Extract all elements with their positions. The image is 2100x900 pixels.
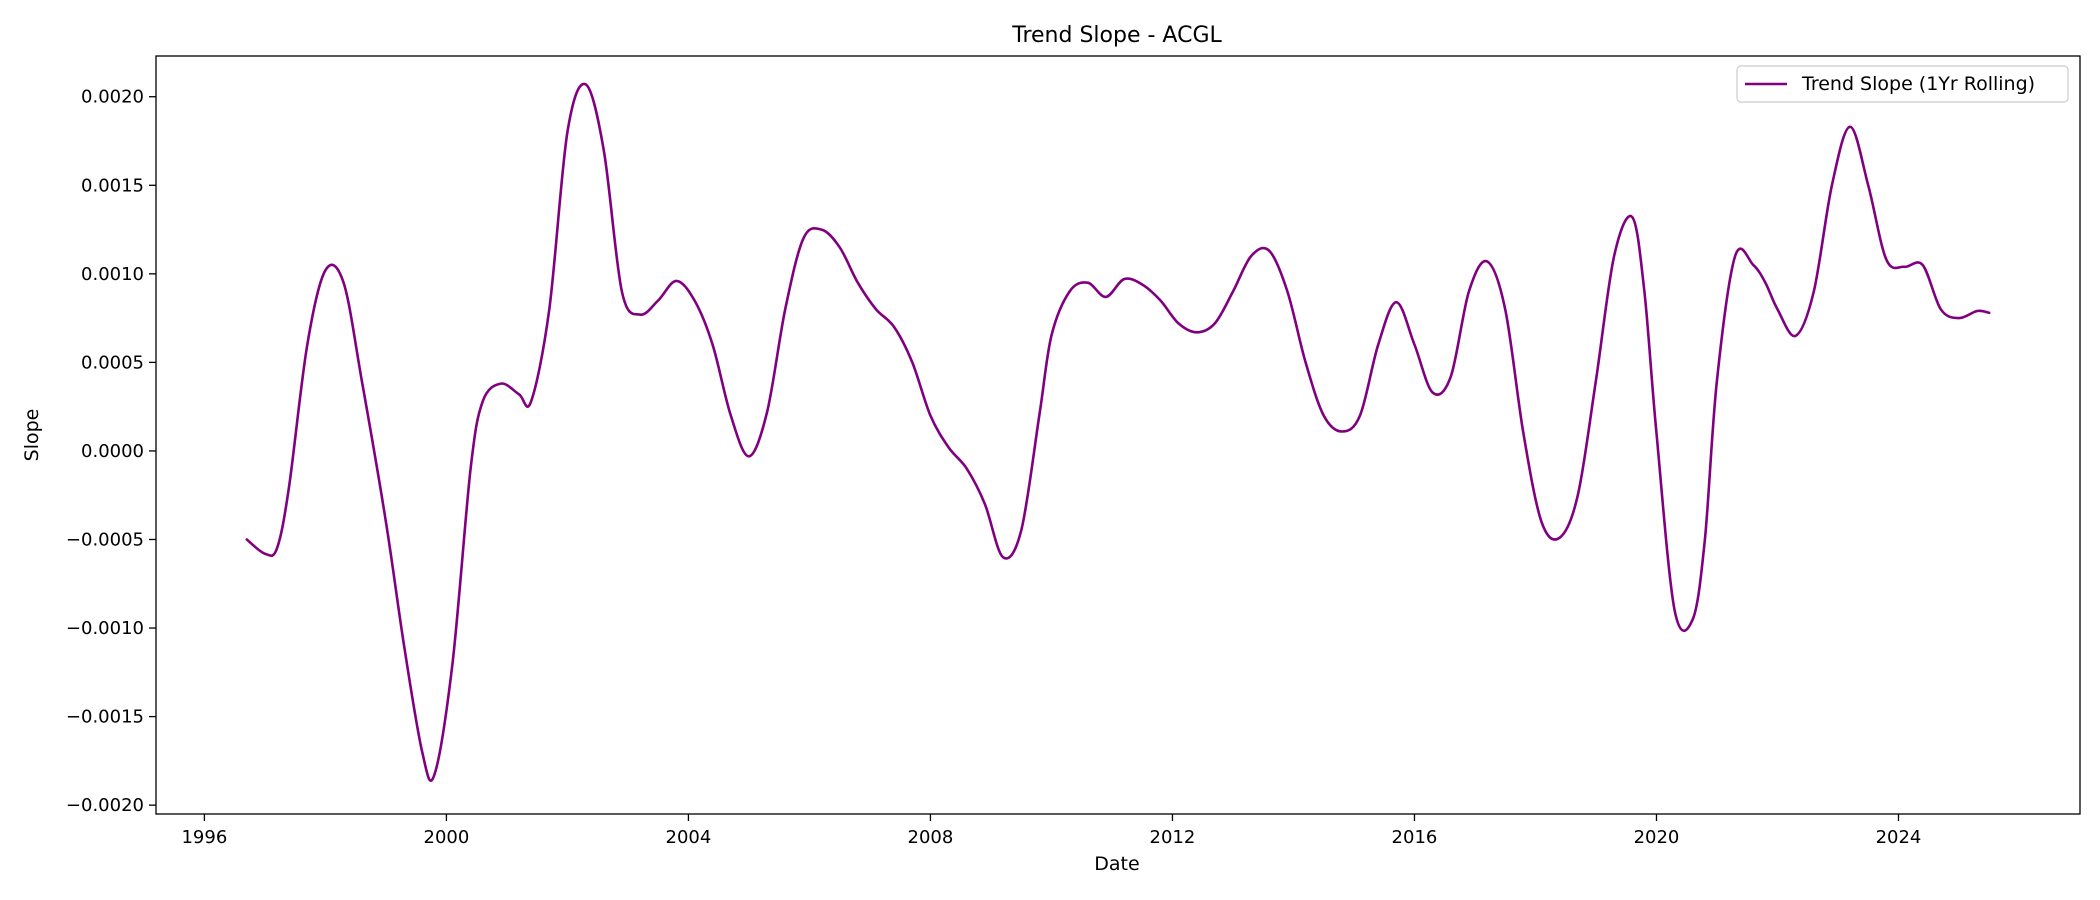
- y-axis: 0.0020 0.0015 0.0010 0.0005 0.0000 −0.0005 −0.…: [66, 87, 156, 816]
- y-tick-label: −0.0020: [66, 795, 144, 816]
- x-axis-label: Date: [1094, 853, 1139, 875]
- y-tick-label: 0.0010: [81, 264, 144, 285]
- x-tick-label: 2004: [666, 827, 712, 848]
- y-tick-label: −0.0005: [66, 529, 144, 550]
- y-tick-label: −0.0010: [66, 618, 144, 639]
- plot-area: [155, 55, 2081, 815]
- y-tick-label: 0.0015: [81, 175, 144, 196]
- x-tick-label: 2012: [1150, 827, 1196, 848]
- y-tick-label: −0.0015: [66, 707, 144, 728]
- x-tick-label: 2016: [1392, 827, 1438, 848]
- x-axis: 1996 2000 2004 2008 2012 2016 2020 2024: [181, 814, 1921, 848]
- x-tick-label: 2020: [1634, 827, 1680, 848]
- x-tick-label: 1996: [181, 827, 227, 848]
- x-tick-label: 2024: [1876, 827, 1922, 848]
- y-tick-label: 0.0005: [81, 352, 144, 373]
- y-tick-label: 0.0000: [81, 441, 144, 462]
- legend-label: Trend Slope (1Yr Rolling): [1801, 73, 2035, 95]
- x-tick-label: 2000: [424, 827, 470, 848]
- legend-box: [1736, 65, 2069, 103]
- chart-title: Trend Slope - ACGL: [1011, 23, 1222, 48]
- series-line-trend-slope: [245, 82, 1991, 782]
- legend: Trend Slope (1Yr Rolling): [1736, 65, 2069, 103]
- x-tick-label: 2008: [908, 827, 954, 848]
- y-tick-label: 0.0020: [81, 87, 144, 108]
- y-axis-label: Slope: [21, 409, 43, 462]
